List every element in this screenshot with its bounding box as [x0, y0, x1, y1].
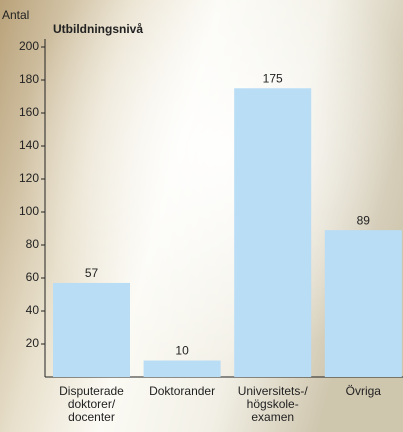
y-tick-label: 120	[19, 171, 39, 185]
value-label: 175	[263, 71, 283, 85]
y-tick-label: 20	[26, 336, 40, 350]
y-tick-label: 60	[26, 270, 40, 284]
x-tick-label: Doktorander	[149, 384, 215, 398]
y-tick-label: 40	[26, 303, 40, 317]
bar	[143, 360, 221, 377]
bar	[53, 282, 130, 377]
x-tick-label: doktorer/	[68, 397, 116, 411]
value-label: 10	[175, 344, 189, 358]
x-tick-label: Övriga	[346, 384, 382, 398]
bar	[324, 230, 402, 377]
x-tick-label: Disputerade	[59, 384, 124, 398]
y-tick-label: 140	[19, 138, 39, 152]
value-label: 89	[357, 213, 371, 227]
y-tick-label: 160	[19, 105, 39, 119]
y-tick-label: 80	[26, 237, 40, 251]
y-tick-label: 200	[19, 39, 39, 53]
y-axis-label: Antal	[2, 8, 29, 22]
x-tick-label: högskole-	[247, 397, 299, 411]
x-tick-label: Universitets-/	[238, 384, 309, 398]
x-tick-label: docenter	[68, 410, 115, 424]
value-label: 57	[85, 266, 99, 280]
bar	[234, 88, 312, 377]
x-tick-label: examen	[251, 410, 294, 424]
chart-title: Utbildningsnivå	[53, 22, 143, 36]
y-tick-label: 180	[19, 72, 39, 86]
y-tick-label: 100	[19, 204, 39, 218]
